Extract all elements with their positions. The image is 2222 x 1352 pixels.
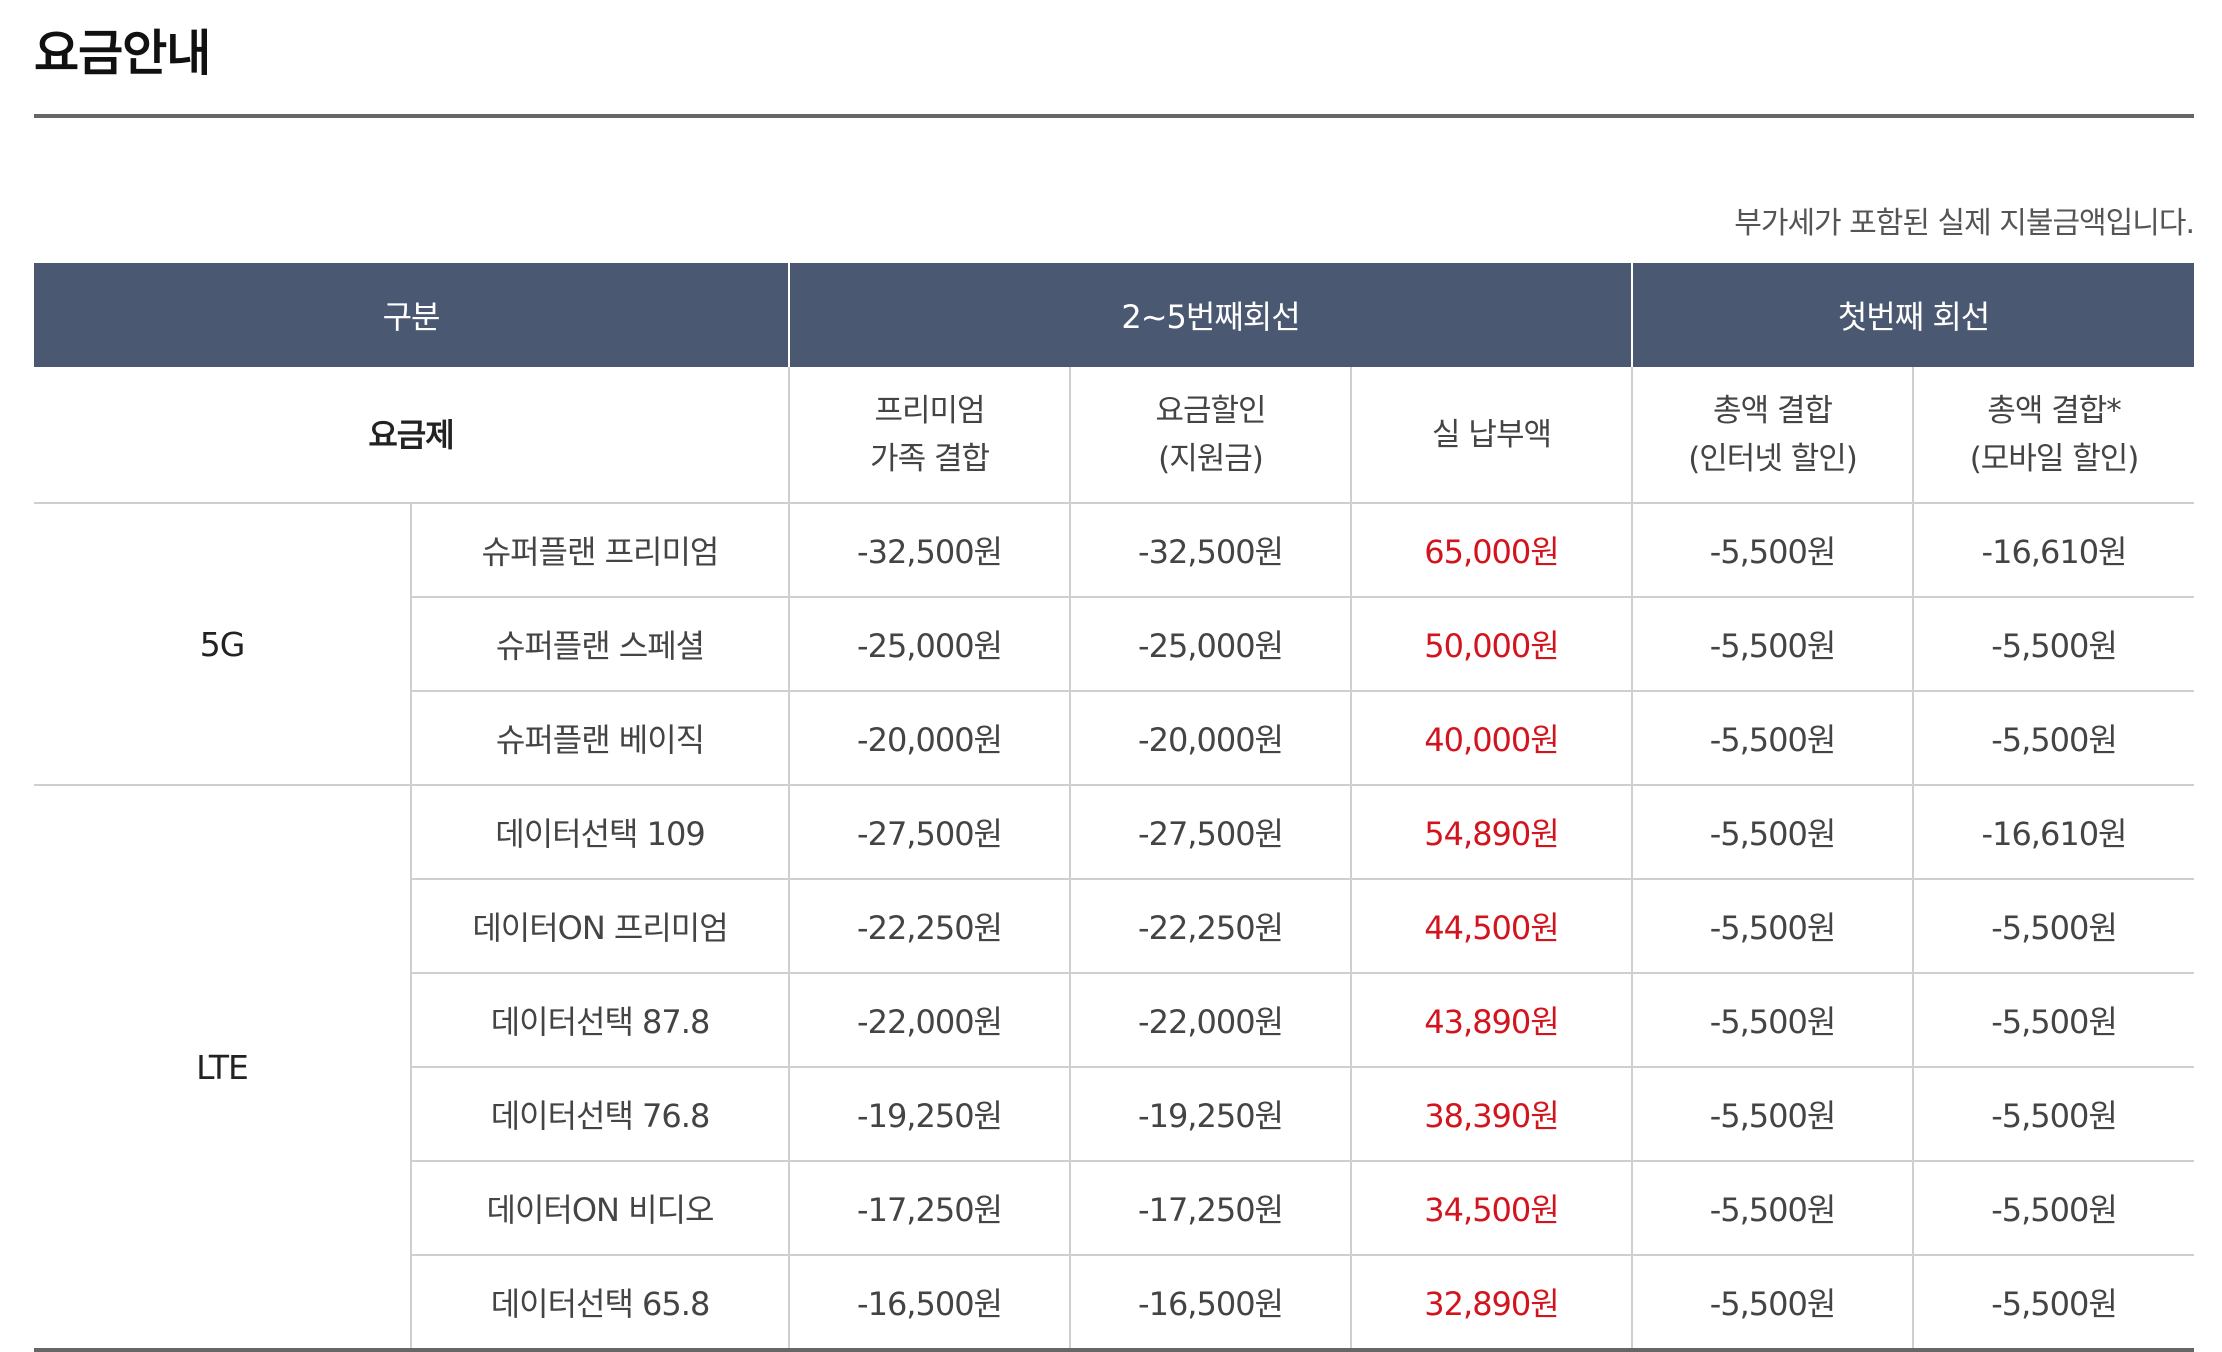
table-row: LTE 데이터선택 109 -27,500원 -27,500원 54,890원 … [34, 785, 2195, 1350]
subheader-premium-family: 프리미엄 가족 결합 [789, 367, 1072, 504]
category-cell-lte: LTE [34, 785, 412, 1350]
subheader-total-mobile-line1: 총액 결합* [1987, 392, 2121, 429]
subheader-fee-discount-line2: (지원금) [1158, 440, 1264, 477]
premium-family-cell: -22,000원 [789, 973, 1072, 1068]
premium-family-cell: -20,000원 [789, 691, 1072, 786]
total-mobile-cell: -16,610원 [1913, 785, 2195, 880]
table-row: 데이터선택 87.8 -22,000원 -22,000원 43,890원 -5,… [34, 973, 2195, 1068]
plan-name-cell: 데이터선택 65.8 [411, 1255, 791, 1350]
subheader-total-mobile: 총액 결합* (모바일 할인) [1913, 367, 2195, 504]
total-internet-cell: -5,500원 [1632, 691, 1915, 786]
table-body: 5G 슈퍼플랜 프리미엄 -32,500원 -32,500원 65,000원 -… [34, 503, 2195, 1350]
vat-note: 부가세가 포함된 실제 지불금액입니다. [1734, 206, 2195, 241]
fee-discount-cell: -27,500원 [1070, 785, 1353, 880]
header-lines-2-5: 2~5번째회선 [789, 263, 1634, 367]
total-internet-cell: -5,500원 [1632, 785, 1915, 880]
total-internet-cell: -5,500원 [1632, 1067, 1915, 1162]
total-internet-cell: -5,500원 [1632, 879, 1915, 974]
net-payment-cell: 44,500원 [1351, 879, 1634, 974]
plan-name-cell: 데이터ON 비디오 [411, 1161, 791, 1256]
fee-discount-cell: -32,500원 [1070, 503, 1353, 598]
total-mobile-cell: -5,500원 [1913, 597, 2195, 692]
table-row: 데이터선택 76.8 -19,250원 -19,250원 38,390원 -5,… [34, 1067, 2195, 1162]
fee-discount-cell: -22,250원 [1070, 879, 1353, 974]
subheader-plan: 요금제 [34, 367, 791, 504]
subheader-total-mobile-line2: (모바일 할인) [1969, 440, 2140, 477]
table-row: 데이터ON 프리미엄 -22,250원 -22,250원 44,500원 -5,… [34, 879, 2195, 974]
fee-discount-cell: -20,000원 [1070, 691, 1353, 786]
fee-discount-cell: -17,250원 [1070, 1161, 1353, 1256]
table-row: 슈퍼플랜 베이직 -20,000원 -20,000원 40,000원 -5,50… [34, 691, 2195, 786]
net-payment-cell: 50,000원 [1351, 597, 1634, 692]
subheader-fee-discount-line1: 요금할인 [1155, 392, 1266, 429]
total-internet-cell: -5,500원 [1632, 597, 1915, 692]
subheader-net-payment: 실 납부액 [1351, 367, 1634, 504]
net-payment-cell: 32,890원 [1351, 1255, 1634, 1350]
net-payment-cell: 40,000원 [1351, 691, 1634, 786]
total-internet-cell: -5,500원 [1632, 1255, 1915, 1350]
plan-name-cell: 데이터선택 87.8 [411, 973, 791, 1068]
fee-discount-cell: -19,250원 [1070, 1067, 1353, 1162]
plan-name-cell: 슈퍼플랜 베이직 [411, 691, 791, 786]
total-mobile-cell: -5,500원 [1913, 1067, 2195, 1162]
total-internet-cell: -5,500원 [1632, 973, 1915, 1068]
subheader-fee-discount: 요금할인 (지원금) [1070, 367, 1353, 504]
fee-discount-cell: -22,000원 [1070, 973, 1353, 1068]
total-mobile-cell: -5,500원 [1913, 973, 2195, 1068]
subheader-total-internet-line1: 총액 결합 [1713, 392, 1833, 429]
category-cell-5g: 5G [34, 503, 412, 786]
premium-family-cell: -27,500원 [789, 785, 1072, 880]
table-row: 데이터선택 65.8 -16,500원 -16,500원 32,890원 -5,… [34, 1255, 2194, 1350]
header-first-line: 첫번째 회선 [1632, 263, 2195, 367]
premium-family-cell: -17,250원 [789, 1161, 1072, 1256]
net-payment-cell: 34,500원 [1351, 1161, 1634, 1256]
net-payment-cell: 38,390원 [1351, 1067, 1634, 1162]
plan-name-cell: 데이터선택 109 [411, 785, 791, 880]
premium-family-cell: -16,500원 [789, 1255, 1072, 1350]
total-internet-cell: -5,500원 [1632, 1161, 1915, 1256]
table-row: 5G 슈퍼플랜 프리미엄 -32,500원 -32,500원 65,000원 -… [34, 503, 2195, 786]
premium-family-cell: -22,250원 [789, 879, 1072, 974]
premium-family-cell: -19,250원 [789, 1067, 1072, 1162]
subheader-premium-family-line2: 가족 결합 [870, 440, 990, 477]
subheader-total-internet-line2: (인터넷 할인) [1688, 440, 1858, 477]
plan-name-cell: 데이터ON 프리미엄 [411, 879, 791, 974]
plan-name-cell: 데이터선택 76.8 [411, 1067, 791, 1162]
total-mobile-cell: -5,500원 [1913, 691, 2195, 786]
total-mobile-cell: -16,610원 [1913, 503, 2195, 598]
net-payment-cell: 43,890원 [1351, 973, 1634, 1068]
net-payment-cell: 65,000원 [1351, 503, 1634, 598]
table-row: 슈퍼플랜 스페셜 -25,000원 -25,000원 50,000원 -5,50… [34, 597, 2195, 692]
header-category: 구분 [34, 263, 791, 367]
plan-name-cell: 슈퍼플랜 스페셜 [411, 597, 791, 692]
fee-discount-cell: -16,500원 [1070, 1255, 1353, 1350]
total-internet-cell: -5,500원 [1632, 503, 1915, 598]
fee-discount-cell: -25,000원 [1070, 597, 1353, 692]
title-divider [34, 114, 2194, 118]
premium-family-cell: -25,000원 [789, 597, 1072, 692]
table-header-row: 구분 2~5번째회선 첫번째 회선 [34, 263, 2195, 367]
table-subheader-row: 요금제 프리미엄 가족 결합 요금할인 (지원금) 실 납부액 총액 결합 (인… [34, 367, 2195, 504]
plan-name-cell: 슈퍼플랜 프리미엄 [411, 503, 791, 598]
total-mobile-cell: -5,500원 [1913, 1161, 2195, 1256]
fee-table: 구분 2~5번째회선 첫번째 회선 요금제 프리미엄 가족 결합 요금할인 (지… [34, 263, 2195, 1352]
subheader-total-internet: 총액 결합 (인터넷 할인) [1632, 367, 1915, 504]
subheader-premium-family-line1: 프리미엄 [874, 392, 985, 429]
premium-family-cell: -32,500원 [789, 503, 1072, 598]
net-payment-cell: 54,890원 [1351, 785, 1634, 880]
page-title: 요금안내 [34, 25, 211, 82]
total-mobile-cell: -5,500원 [1913, 879, 2195, 974]
table-row: 데이터ON 비디오 -17,250원 -17,250원 34,500원 -5,5… [34, 1161, 2195, 1256]
total-mobile-cell: -5,500원 [1991, 1285, 2118, 1323]
